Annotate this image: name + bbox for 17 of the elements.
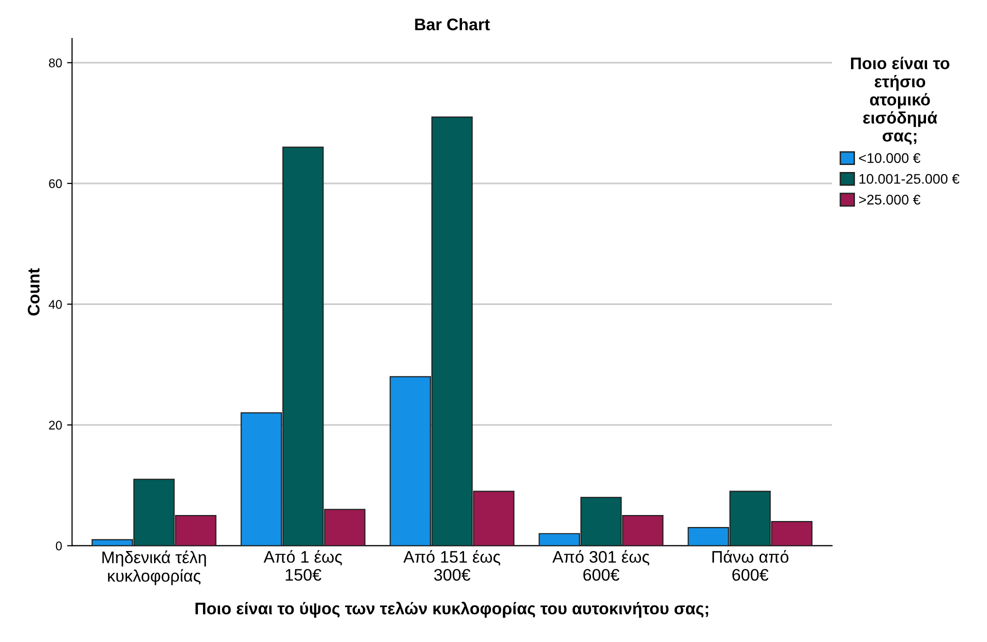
x-tick-label: Από 151 έως 300€ — [403, 550, 500, 581]
legend-label: <10.000 € — [859, 153, 920, 163]
legend-title: Ποιο είναι το ετήσιο ατομικό εισόδημά σας; — [851, 56, 950, 145]
y-tick-label: 80 — [48, 58, 62, 68]
chart-title: Bar Chart — [415, 18, 490, 30]
y-tick-label: 60 — [49, 179, 62, 188]
x-tick-label: Πάνω από 600€ — [712, 550, 788, 581]
x-tick-label: Από 1 έως 150€ — [264, 550, 342, 581]
y-tick-label: 0 — [56, 542, 62, 550]
legend-label: 10.001-25.000 € — [859, 174, 960, 184]
y-tick-label: 40 — [48, 300, 62, 309]
legend-label: >25.000 € — [859, 194, 920, 205]
x-axis-title: Ποιο είναι το ύψος των τελών κυκλοφορίας του αυτοκινήτου σας; — [196, 602, 708, 618]
y-axis-title: Count — [28, 268, 40, 316]
x-tick-label: Από 301 έως 600€ — [552, 550, 650, 581]
x-tick-label: Μηδενικά τέλη κυκλοφορίας — [102, 550, 206, 586]
y-tick-label: 20 — [49, 420, 62, 430]
